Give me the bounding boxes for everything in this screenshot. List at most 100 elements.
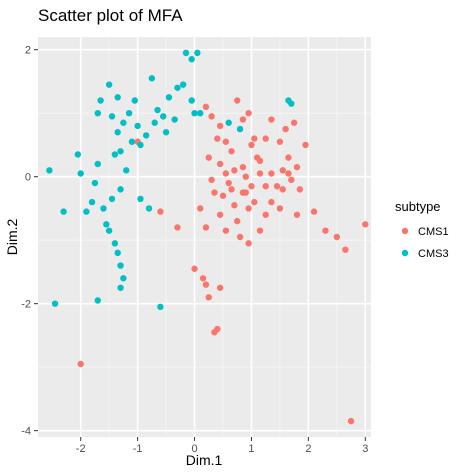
data-point-cms1 bbox=[296, 186, 304, 193]
legend-label-cms3: CMS3 bbox=[418, 248, 449, 260]
data-point-cms1 bbox=[234, 217, 241, 225]
y-axis-ticks: 2 0 -2 -4 bbox=[21, 45, 38, 438]
data-point-cms1 bbox=[245, 205, 252, 212]
data-point-cms1 bbox=[245, 240, 252, 247]
x-tick-label: 3 bbox=[362, 443, 368, 455]
legend-key-cms1 bbox=[401, 227, 409, 235]
data-point-cms1 bbox=[342, 246, 349, 253]
data-point-cms3 bbox=[131, 97, 138, 104]
data-point-cms3 bbox=[145, 205, 153, 212]
data-point-cms1 bbox=[248, 141, 255, 149]
data-point-cms3 bbox=[165, 94, 173, 101]
data-point-cms3 bbox=[111, 151, 119, 158]
data-point-cms3 bbox=[117, 186, 124, 193]
data-point-cms3 bbox=[137, 141, 144, 149]
data-point-cms1 bbox=[239, 163, 247, 171]
data-point-cms1 bbox=[234, 97, 241, 104]
data-point-cms1 bbox=[214, 135, 221, 142]
data-point-cms1 bbox=[262, 183, 269, 190]
data-point-cms3 bbox=[94, 160, 101, 168]
data-point-cms3 bbox=[160, 113, 167, 120]
data-point-cms3 bbox=[111, 240, 119, 247]
data-point-cms3 bbox=[225, 119, 232, 126]
data-point-cms1 bbox=[279, 167, 286, 174]
data-point-cms1 bbox=[347, 417, 355, 425]
data-point-cms1 bbox=[222, 138, 230, 145]
data-point-cms1 bbox=[231, 167, 238, 174]
data-point-cms1 bbox=[202, 281, 210, 288]
data-point-cms3 bbox=[97, 97, 104, 104]
x-tick-label: 1 bbox=[248, 443, 254, 455]
data-point-cms1 bbox=[248, 183, 255, 190]
legend-label-cms1: CMS1 bbox=[418, 226, 449, 238]
data-point-cms3 bbox=[74, 151, 82, 158]
data-point-cms1 bbox=[242, 173, 249, 180]
data-point-cms3 bbox=[77, 170, 84, 177]
data-point-cms1 bbox=[256, 170, 264, 177]
x-tick-label: -1 bbox=[133, 443, 143, 455]
data-point-cms3 bbox=[60, 208, 67, 215]
data-point-cms1 bbox=[77, 360, 84, 368]
data-point-cms1 bbox=[302, 141, 309, 149]
data-point-cms3 bbox=[114, 249, 121, 257]
data-point-cms3 bbox=[117, 284, 124, 291]
y-tick-label: 2 bbox=[25, 45, 31, 57]
data-point-cms1 bbox=[191, 265, 198, 272]
data-point-cms1 bbox=[197, 205, 204, 212]
data-point-cms1 bbox=[157, 208, 164, 215]
data-point-cms1 bbox=[262, 211, 269, 218]
data-points bbox=[46, 49, 369, 425]
data-point-cms1 bbox=[276, 138, 284, 145]
data-point-cms1 bbox=[273, 183, 281, 190]
data-point-cms1 bbox=[310, 208, 318, 215]
data-point-cms3 bbox=[120, 119, 127, 126]
data-point-cms1 bbox=[205, 294, 212, 301]
data-point-cms1 bbox=[236, 233, 244, 241]
y-tick-label: -4 bbox=[21, 426, 31, 438]
data-point-cms3 bbox=[162, 129, 170, 136]
data-point-cms1 bbox=[288, 176, 295, 184]
data-point-cms1 bbox=[362, 221, 369, 228]
x-tick-label: 0 bbox=[191, 443, 197, 455]
data-point-cms1 bbox=[293, 211, 301, 218]
data-point-cms3 bbox=[91, 179, 99, 187]
data-point-cms3 bbox=[191, 109, 198, 117]
data-point-cms3 bbox=[46, 167, 53, 174]
y-tick-label: 0 bbox=[25, 172, 31, 184]
data-point-cms3 bbox=[134, 122, 141, 130]
data-point-cms1 bbox=[253, 154, 261, 161]
data-point-cms1 bbox=[211, 189, 218, 196]
data-point-cms1 bbox=[228, 186, 235, 193]
data-point-cms3 bbox=[114, 94, 121, 101]
data-point-cms1 bbox=[225, 179, 232, 187]
data-point-cms3 bbox=[285, 97, 292, 104]
data-point-cms3 bbox=[83, 208, 90, 215]
data-point-cms3 bbox=[108, 113, 116, 120]
data-point-cms3 bbox=[100, 205, 107, 212]
data-point-cms1 bbox=[216, 211, 224, 218]
data-point-cms1 bbox=[282, 125, 289, 133]
data-point-cms1 bbox=[290, 119, 298, 126]
data-point-cms1 bbox=[211, 329, 218, 336]
y-tick-label: -2 bbox=[21, 299, 31, 311]
data-point-cms1 bbox=[268, 198, 275, 206]
data-point-cms3 bbox=[103, 221, 110, 228]
x-axis-title: Dim.1 bbox=[186, 452, 223, 468]
data-point-cms3 bbox=[123, 167, 130, 174]
data-point-cms3 bbox=[148, 75, 156, 82]
data-point-cms3 bbox=[137, 195, 144, 203]
data-point-cms1 bbox=[268, 116, 275, 123]
data-point-cms3 bbox=[108, 195, 116, 203]
x-tick-label: -2 bbox=[76, 443, 86, 455]
data-point-cms3 bbox=[117, 148, 124, 155]
data-point-cms1 bbox=[202, 103, 210, 111]
data-point-cms3 bbox=[197, 109, 204, 117]
data-point-cms1 bbox=[285, 170, 292, 177]
data-point-cms1 bbox=[242, 189, 249, 196]
data-point-cms1 bbox=[222, 170, 230, 177]
data-point-cms1 bbox=[333, 233, 341, 241]
data-point-cms3 bbox=[105, 81, 113, 88]
data-point-cms3 bbox=[157, 303, 164, 311]
data-point-cms3 bbox=[171, 116, 178, 123]
data-point-cms3 bbox=[128, 138, 136, 145]
